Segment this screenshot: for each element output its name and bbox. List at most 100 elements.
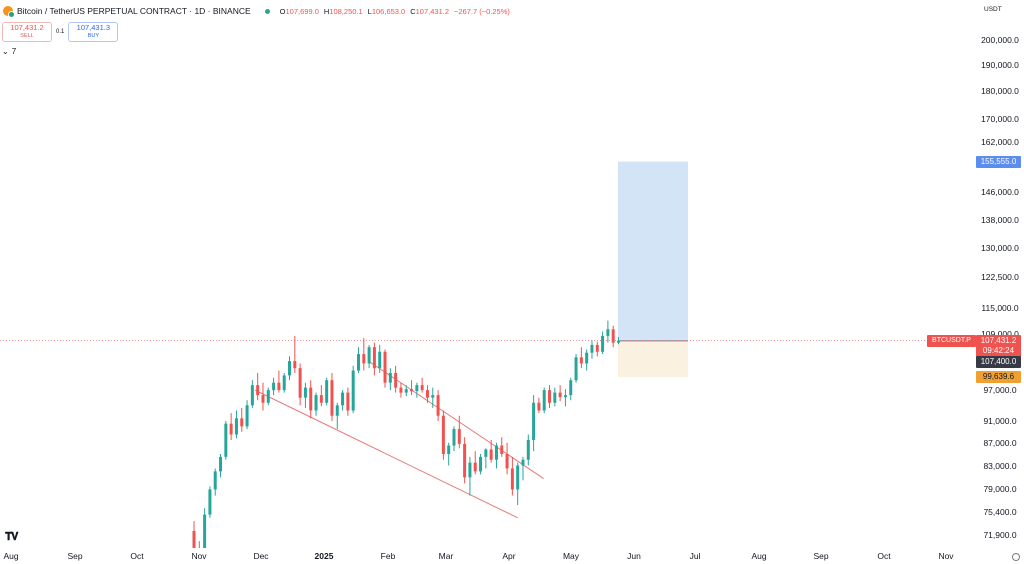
price-tick-label: 200,000.0 [981, 35, 1019, 45]
trade-panel: 107,431.2 SELL 0.1 107,431.3 BUY [0, 22, 119, 42]
candle-body [208, 489, 212, 515]
candle-body [229, 423, 233, 435]
time-tick-label: Apr [502, 551, 516, 561]
bitcoin-icon [3, 6, 15, 18]
candle-body [563, 395, 567, 398]
ohlc-value: −267.7 (−0.25%) [454, 6, 510, 16]
candle-body [341, 392, 345, 406]
candle-body [240, 418, 244, 427]
price-tick-label: 146,000.0 [981, 187, 1019, 198]
candle-body [425, 390, 429, 398]
candle-body [537, 402, 541, 411]
candle-body [219, 456, 223, 472]
ohlc-value: 106,653.0 [371, 6, 406, 16]
ohlc-key: O [279, 6, 286, 16]
candle-body [431, 395, 435, 398]
time-tick-label: Mar [438, 551, 454, 561]
time-tick-label: Nov [191, 551, 207, 561]
ohlc-value: 107,431.2 [415, 6, 450, 16]
price-tick-label: 83,000.0 [983, 460, 1017, 471]
time-tick-label: May [562, 551, 580, 561]
stop-price-label: 99,639.6 [976, 371, 1021, 384]
buy-price: 107,431.3 [76, 23, 111, 32]
candle-body [319, 395, 323, 403]
candle-body [441, 415, 445, 455]
candle-body [192, 530, 196, 548]
candle-body [574, 357, 578, 381]
price-tick-label: 75,400.0 [983, 507, 1017, 517]
price-tick-label: 115,000.0 [981, 302, 1019, 313]
candle-countdown: 09:42:24 [976, 344, 1021, 357]
candle-body [410, 389, 414, 392]
candle-body [452, 429, 456, 446]
candle-body [261, 395, 265, 403]
wedge-upper-trendline [368, 360, 544, 479]
candle-body [314, 395, 318, 411]
candle-body [325, 380, 329, 403]
candle-body [388, 372, 392, 383]
candle-body [457, 429, 461, 444]
price-tick-label: 87,000.0 [983, 437, 1017, 448]
time-tick-label: Dec [253, 551, 269, 561]
candle-body [569, 380, 573, 396]
sell-button[interactable]: 107,431.2 SELL [2, 22, 52, 42]
buy-button[interactable]: 107,431.3 BUY [68, 22, 119, 42]
candle-body [266, 390, 270, 403]
candle-body [277, 382, 281, 391]
candle-body [367, 347, 371, 364]
symbol-price-tag: BTCUSDT.P [927, 334, 976, 347]
ohlc-values: O107,699.0 H108,250.1 L106,653.0 C107,431.2… [280, 7, 510, 16]
candle-body [553, 392, 557, 403]
price-chart[interactable] [0, 0, 975, 548]
price-tick-label: 130,000.0 [981, 243, 1019, 254]
candle-body [282, 375, 286, 391]
time-tick-label: Jul [689, 551, 701, 561]
candle-body [383, 351, 387, 383]
candle-body [420, 385, 424, 391]
candle-body [489, 449, 493, 460]
time-tick-label: Nov [938, 551, 954, 561]
indicators-count: 7 [11, 47, 17, 56]
chart-header: Bitcoin / TetherUS PERPETUAL CONTRACT · … [0, 0, 975, 22]
target-price-label: 155,555.0 [976, 155, 1021, 168]
stop-zone [618, 340, 688, 378]
candle-body [378, 351, 382, 369]
indicators-toggle[interactable]: ⌄ 7 [2, 47, 16, 56]
candle-body [203, 514, 207, 548]
chevron-down-icon: ⌄ [2, 47, 9, 56]
candle-body [468, 462, 472, 478]
ohlc-key: L [367, 6, 372, 16]
candle-body [579, 357, 583, 364]
tradingview-logo-icon[interactable]: 𝐓𝐕 [5, 531, 18, 543]
candle-body [505, 454, 509, 469]
candle-body [394, 372, 398, 388]
time-tick-label: Feb [380, 551, 396, 561]
candle-body [404, 389, 408, 393]
currency-selector[interactable]: USDT [984, 6, 1002, 13]
ohlc-item: C107,431.2 [410, 7, 449, 16]
candle-body [479, 456, 483, 472]
symbol-title[interactable]: Bitcoin / TetherUS PERPETUAL CONTRACT · … [17, 6, 251, 16]
sell-price: 107,431.2 [10, 23, 44, 32]
gear-icon[interactable] [1012, 553, 1020, 561]
candle-body [415, 385, 419, 392]
time-tick-label: Jun [627, 551, 641, 561]
candle-body [617, 340, 620, 343]
candle-body [484, 449, 488, 457]
candle-body [526, 439, 530, 460]
candle-body [494, 445, 498, 460]
sell-label: SELL [20, 33, 34, 39]
candle-body [606, 329, 610, 336]
candle-body [447, 445, 451, 455]
entry-price-label: 107,400.0 [976, 355, 1021, 368]
price-tick-label: 109,000.0 [981, 328, 1019, 339]
candle-body [303, 387, 307, 398]
candle-body [548, 390, 552, 403]
candle-body [293, 361, 297, 369]
candle-body [521, 459, 525, 466]
candle-body [510, 468, 514, 490]
price-tick-label: 79,000.0 [983, 484, 1017, 495]
candle-body [590, 344, 594, 353]
price-tick-label: 138,000.0 [981, 214, 1019, 225]
